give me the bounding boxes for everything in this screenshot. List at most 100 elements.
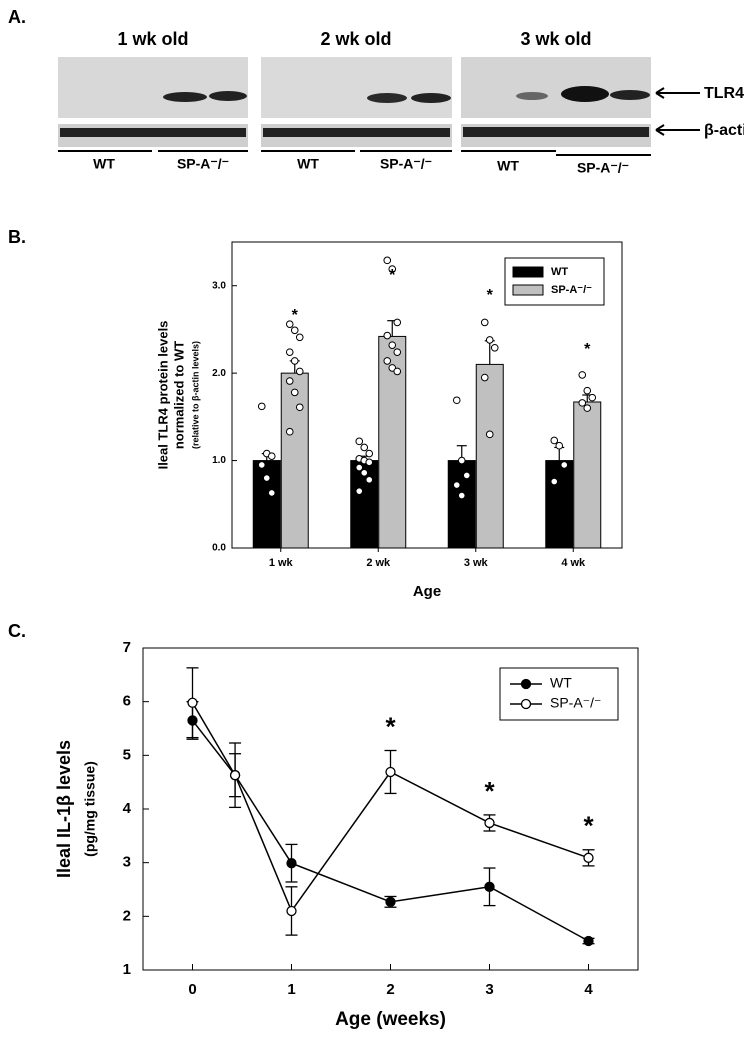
series-line [191, 702, 589, 913]
y-tick-label: 4 [123, 800, 132, 817]
data-point [262, 474, 271, 482]
band [516, 92, 548, 100]
panel-label: B. [8, 227, 26, 247]
band [411, 93, 451, 103]
data-point [383, 357, 392, 365]
data-point [462, 471, 471, 480]
data-point [383, 331, 392, 340]
bar [545, 460, 574, 549]
data-point [355, 437, 364, 446]
legend-label: SP-A⁻/⁻ [550, 695, 601, 711]
significance-mark: * [583, 811, 594, 841]
data-point [290, 388, 299, 397]
x-tick-label: 1 wk [269, 557, 294, 569]
data-point [550, 436, 559, 445]
lane-label: SP-A⁻/⁻ [177, 156, 229, 172]
x-tick-label: 4 wk [561, 557, 586, 569]
data-point [388, 341, 397, 349]
data-point [285, 377, 294, 385]
data-point [285, 320, 294, 328]
data-point [365, 458, 374, 467]
arrow [655, 124, 700, 136]
blot-title: 3 wk old [520, 29, 591, 49]
series-line [191, 719, 589, 942]
x-tick-label: 1 [287, 981, 295, 998]
data-point [393, 318, 402, 327]
y-tick-label: 7 [123, 639, 131, 656]
y-tick-label: 2 [123, 907, 131, 924]
data-point [360, 469, 369, 477]
data-point [550, 477, 559, 486]
marker [187, 697, 198, 708]
y-tick-label: 1 [123, 961, 131, 978]
y-tick-label: 3 [123, 854, 131, 871]
plot-frame [231, 241, 623, 549]
blot-strip [461, 57, 651, 118]
y-tick-label: 0.0 [212, 543, 226, 554]
lane-label: WT [297, 156, 319, 172]
lane-label: WT [497, 158, 519, 174]
data-point [583, 404, 592, 412]
band-label: TLR4 [704, 85, 744, 102]
significance-mark: * [385, 711, 396, 741]
data-point [365, 476, 374, 484]
y-tick-label: 5 [123, 746, 131, 763]
marker [229, 770, 241, 781]
data-point [257, 402, 266, 411]
y-tick-label: 2.0 [212, 368, 226, 379]
marker [286, 905, 297, 917]
significance-mark: * [487, 287, 494, 304]
blot: 1 wk old 2 wk old 3 wk old WT SP-A⁻/⁻ WT… [58, 29, 744, 176]
bar [573, 401, 602, 549]
panel-label: A. [8, 7, 26, 27]
x-tick-label: 3 [485, 981, 493, 998]
legend-box [499, 667, 619, 721]
legend-label: SP-A⁻/⁻ [551, 284, 592, 296]
data-point [583, 386, 592, 395]
data-point [388, 265, 397, 273]
x-axis-label: Age [413, 583, 441, 600]
marker [484, 881, 495, 892]
x-tick-label: 0 [188, 981, 196, 998]
data-point [452, 396, 461, 405]
y-tick-label: 6 [123, 693, 131, 710]
data-point [457, 456, 466, 465]
data-point [257, 461, 266, 469]
data-point [295, 333, 304, 342]
legend-marker [520, 678, 532, 690]
band [60, 128, 246, 137]
blot-title: 1 wk old [117, 29, 188, 49]
blot-strip [58, 57, 248, 118]
significance-mark: * [292, 307, 299, 324]
band-label: β-actin [704, 122, 744, 139]
data-point [285, 348, 294, 356]
legend-label: WT [550, 675, 572, 691]
data-point [355, 463, 364, 472]
data-point [560, 461, 569, 469]
bar [447, 460, 476, 549]
significance-mark: * [484, 776, 495, 806]
data-point [290, 357, 299, 365]
y-axis-label: (relative to β-actin levels) [190, 341, 200, 449]
band [463, 127, 649, 137]
data-point [485, 336, 494, 344]
data-point [393, 367, 402, 376]
bar [475, 363, 504, 549]
bar [280, 372, 309, 549]
y-tick-label: 3.0 [212, 280, 226, 291]
band [610, 90, 650, 100]
legend-marker [520, 698, 532, 710]
y-tick-label: 1.0 [212, 455, 226, 466]
legend-box [504, 257, 605, 306]
lane-label: SP-A⁻/⁻ [577, 160, 629, 176]
data-point [388, 364, 397, 372]
data-point [480, 318, 489, 327]
data-point [365, 449, 374, 458]
y-axis-label: Ileal IL-1β levels [54, 740, 74, 878]
data-point [360, 443, 369, 452]
data-point [480, 373, 489, 382]
blot-title: 2 wk old [320, 29, 391, 49]
y-axis-label: normalized to WT [171, 341, 186, 449]
band [561, 86, 609, 102]
